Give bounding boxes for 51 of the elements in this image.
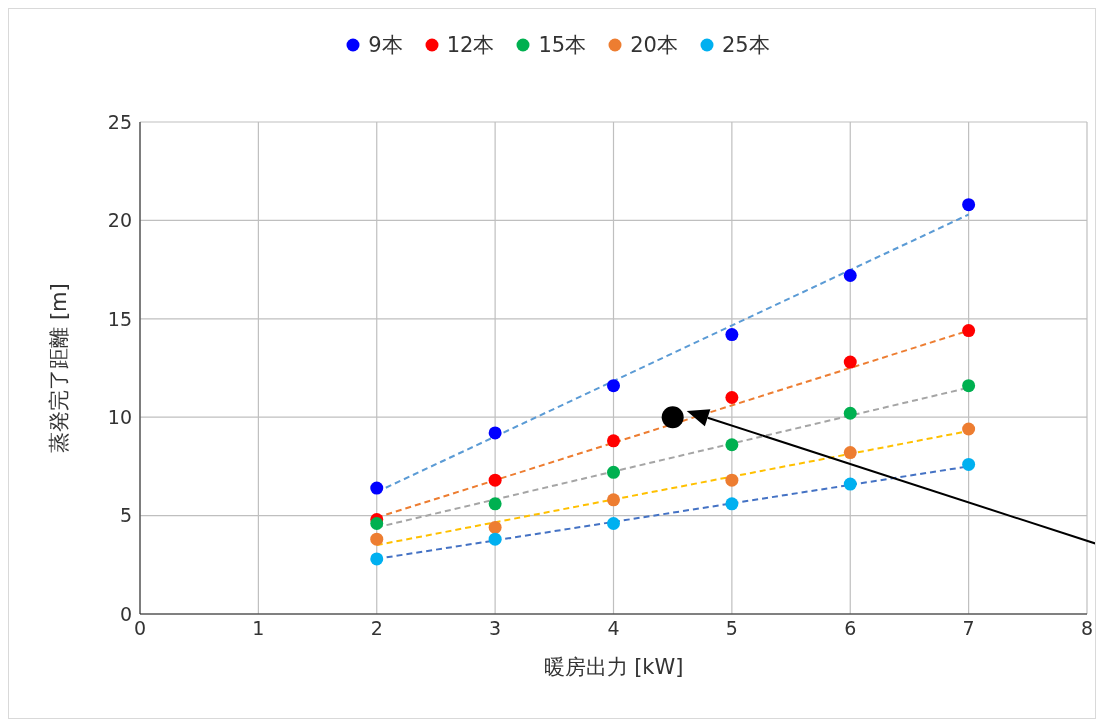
legend-label: 20本 [630, 32, 678, 59]
point [962, 324, 976, 338]
y-tick-label: 0 [119, 602, 132, 625]
point [488, 532, 502, 546]
x-tick-label: 8 [1080, 617, 1094, 640]
x-tick-label: 0 [133, 617, 147, 640]
point [962, 198, 976, 212]
point [843, 269, 857, 282]
point [725, 438, 739, 452]
point [661, 406, 684, 429]
y-tick-label: 5 [119, 504, 132, 527]
point [725, 391, 739, 405]
point [607, 379, 620, 393]
point [488, 473, 502, 487]
x-tick-label: 4 [607, 617, 620, 640]
x-tick-label: 3 [489, 617, 502, 640]
legend-label: 12本 [446, 32, 495, 59]
y-tick-label: 25 [107, 110, 132, 133]
point [962, 457, 976, 471]
legend-label: 9本 [368, 32, 403, 59]
y-tick-label: 10 [107, 405, 132, 428]
point [843, 446, 857, 460]
point [488, 426, 502, 440]
x-tick-label: 7 [962, 617, 975, 640]
point [488, 497, 502, 511]
x-tick-label: 2 [370, 617, 383, 640]
legend-label: 25本 [721, 32, 770, 59]
point [843, 406, 857, 420]
point [725, 328, 739, 342]
point [607, 493, 620, 507]
point [370, 552, 384, 566]
point [488, 520, 502, 534]
point [607, 434, 620, 448]
x-axis-title: 暖房出力 [kW] [543, 655, 684, 679]
x-tick-label: 6 [844, 617, 857, 640]
point [962, 379, 976, 393]
point [725, 497, 739, 511]
x-tick-label: 1 [252, 617, 265, 640]
point [962, 422, 976, 436]
x-tick-label: 5 [725, 617, 738, 640]
y-tick-label: 15 [107, 307, 132, 330]
point [725, 473, 739, 487]
legend-label: 15本 [538, 32, 587, 59]
point [370, 532, 384, 546]
point [843, 355, 857, 369]
y-tick-label: 20 [107, 209, 132, 232]
point [370, 481, 384, 495]
y-axis-title: 蒸発完了距離 [m] [47, 283, 72, 453]
point [607, 465, 620, 479]
point [607, 516, 620, 530]
point [843, 477, 857, 491]
